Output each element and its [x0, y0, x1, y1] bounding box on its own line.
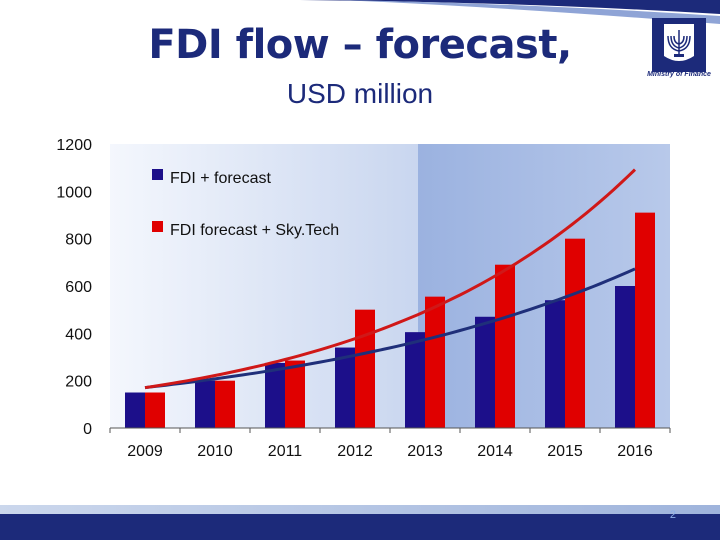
bar-fdi-forecast [545, 300, 565, 428]
legend: FDI + forecast FDI forecast + Sky.Tech [152, 169, 339, 239]
logo-caption: Ministry of Finance [647, 71, 711, 78]
page-number: 2 [669, 509, 676, 521]
bar-fdi-skytech [285, 360, 305, 428]
y-axis-ticks: 0 200 400 600 800 1000 1200 [56, 137, 92, 438]
x-tick-label: 2010 [197, 443, 233, 460]
x-tick-label: 2011 [268, 443, 303, 460]
x-tick-label: 2012 [337, 443, 373, 460]
bar-fdi-skytech [145, 392, 165, 428]
bar-fdi-skytech [565, 238, 585, 428]
bar-fdi-forecast [265, 362, 285, 428]
x-tick-label: 2015 [547, 443, 583, 460]
bar-fdi-forecast [615, 286, 635, 428]
bar-fdi-forecast [195, 380, 215, 428]
bottom-bar [0, 514, 720, 540]
slide-title: FDI flow – forecast, [148, 22, 572, 68]
bar-fdi-forecast [335, 347, 355, 428]
trendline-fdi-forecast [144, 267, 636, 390]
x-tick-label: 2014 [477, 443, 513, 460]
y-tick-label: 1000 [56, 184, 92, 201]
top-decor-band [0, 0, 720, 28]
top-decor-svg [300, 0, 720, 24]
y-tick-label: 800 [65, 232, 92, 249]
y-tick-label: 200 [65, 374, 92, 391]
bar-fdi-skytech [355, 309, 375, 428]
bottom-light-band [0, 505, 720, 514]
bar-fdi-forecast [405, 332, 425, 428]
legend-label-fdi-forecast: FDI + forecast [170, 170, 271, 187]
bar-fdi-skytech [425, 296, 445, 428]
y-tick-label: 1200 [56, 137, 92, 154]
x-tick-label: 2009 [127, 443, 163, 460]
emblem-logo [644, 16, 714, 84]
bar-fdi-skytech [635, 212, 655, 428]
y-tick-label: 600 [65, 279, 92, 296]
x-axis-ticks: 2009 2010 2011 2012 2013 2014 2015 2016 [109, 428, 671, 460]
legend-swatch-skytech [152, 221, 163, 232]
slide-subtitle: USD million [286, 78, 434, 109]
trendlines-group [144, 168, 637, 390]
trendline-fdi-skytech [144, 168, 637, 390]
legend-swatch-fdi-forecast [152, 169, 163, 180]
x-tick-label: 2013 [407, 443, 443, 460]
x-tick-label: 2016 [617, 443, 653, 460]
bar-fdi-forecast [125, 392, 145, 428]
legend-label-skytech: FDI forecast + Sky.Tech [170, 222, 339, 239]
y-tick-label: 400 [65, 326, 92, 343]
y-tick-label: 0 [83, 421, 92, 438]
menorah-emblem-icon [652, 18, 706, 72]
bars-group [125, 212, 655, 428]
bar-fdi-skytech [215, 380, 235, 428]
bar-fdi-forecast [475, 316, 495, 428]
bar-fdi-skytech [495, 264, 515, 428]
